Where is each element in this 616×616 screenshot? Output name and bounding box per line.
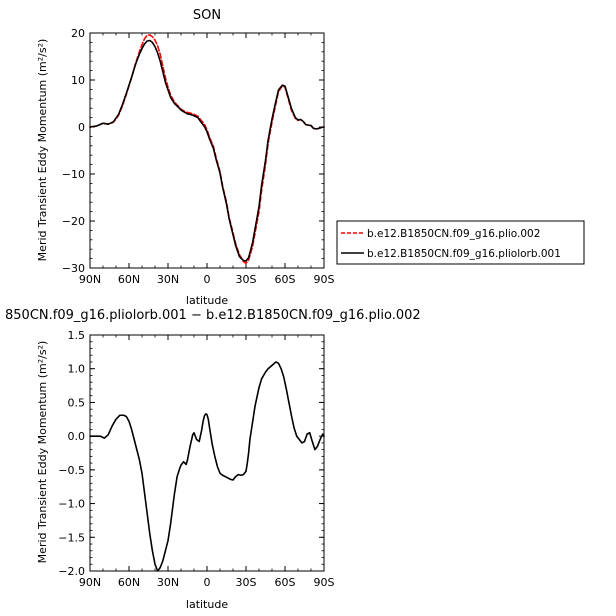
top-series-line-1 (89, 39, 325, 262)
top-y-tick-label: 20 (71, 27, 85, 40)
bottom-y-tick-label: 0.0 (68, 430, 86, 443)
top-x-tick-label: 90S (314, 273, 335, 286)
bottom-y-tick-label: 0.5 (68, 396, 86, 409)
legend-box (336, 220, 585, 265)
bottom-series-line-0 (89, 361, 325, 572)
top-y-tick-label: 0 (78, 121, 85, 134)
bottom-series-lines (89, 361, 325, 572)
legend: b.e12.B1850CN.f09_g16.plio.002 b.e12.B18… (336, 220, 585, 265)
bottom-x-axis-label: latitude (186, 598, 228, 611)
top-y-axis-label: Merid Transient Eddy Momentum (m²/s²) (36, 39, 49, 262)
top-chart-title: SON (193, 8, 221, 23)
bottom-panel: 850CN.f09_g16.pliolorb.001 − b.e12.B1850… (5, 308, 421, 611)
top-y-tick-labels: −30 −20 −10 0 10 20 (62, 27, 85, 275)
top-x-tick-label: 60N (118, 273, 140, 286)
top-x-tick-labels: 90N 60N 30N 0 30S 60S 90S (79, 273, 335, 286)
top-x-tick-label: 60S (275, 273, 296, 286)
bottom-x-tick-label: 30N (157, 576, 179, 589)
bottom-y-tick-label: −2.0 (58, 565, 85, 578)
bottom-x-tick-label: 60S (275, 576, 296, 589)
bottom-y-tick-label: −1.5 (58, 531, 85, 544)
top-series-lines (89, 34, 325, 265)
bottom-x-tick-label: 30S (236, 576, 257, 589)
top-axis-ticks (89, 32, 325, 269)
bottom-y-tick-label: −1.0 (58, 498, 85, 511)
top-x-tick-label: 30N (157, 273, 179, 286)
bottom-y-axis-label: Merid Transient Eddy Momentum (m²/s²) (36, 341, 49, 564)
bottom-x-tick-label: 60N (118, 576, 140, 589)
top-series-line-0 (89, 34, 325, 265)
top-y-tick-label: −10 (62, 168, 85, 181)
bottom-y-tick-label: 1.5 (68, 329, 86, 342)
bottom-x-tick-label: 90N (79, 576, 101, 589)
legend-label-pliolorb: b.e12.B1850CN.f09_g16.pliolorb.001 (367, 248, 561, 260)
bottom-x-tick-label: 90S (314, 576, 335, 589)
bottom-y-tick-label: −0.5 (58, 464, 85, 477)
top-y-tick-label: −30 (62, 262, 85, 275)
top-x-tick-label: 0 (204, 273, 211, 286)
bottom-y-tick-labels: −2.0 −1.5 −1.0 −0.5 0.0 0.5 1.0 1.5 (58, 329, 85, 578)
top-x-tick-label: 90N (79, 273, 101, 286)
bottom-x-tick-labels: 90N 60N 30N 0 30S 60S 90S (79, 576, 335, 589)
top-y-tick-label: 10 (71, 74, 85, 87)
top-y-tick-label: −20 (62, 215, 85, 228)
bottom-x-tick-label: 0 (204, 576, 211, 589)
top-plot-frame (89, 32, 325, 269)
bottom-chart-title: 850CN.f09_g16.pliolorb.001 − b.e12.B1850… (5, 308, 421, 323)
legend-label-plio: b.e12.B1850CN.f09_g16.plio.002 (367, 228, 540, 240)
bottom-y-tick-label: 1.0 (68, 363, 86, 376)
top-x-tick-label: 30S (236, 273, 257, 286)
bottom-axis-ticks (89, 334, 325, 572)
top-panel: SON Merid Transient Eddy Momentum (m²/s²… (36, 8, 335, 307)
bottom-plot-frame (89, 334, 325, 572)
top-x-axis-label: latitude (186, 294, 228, 307)
